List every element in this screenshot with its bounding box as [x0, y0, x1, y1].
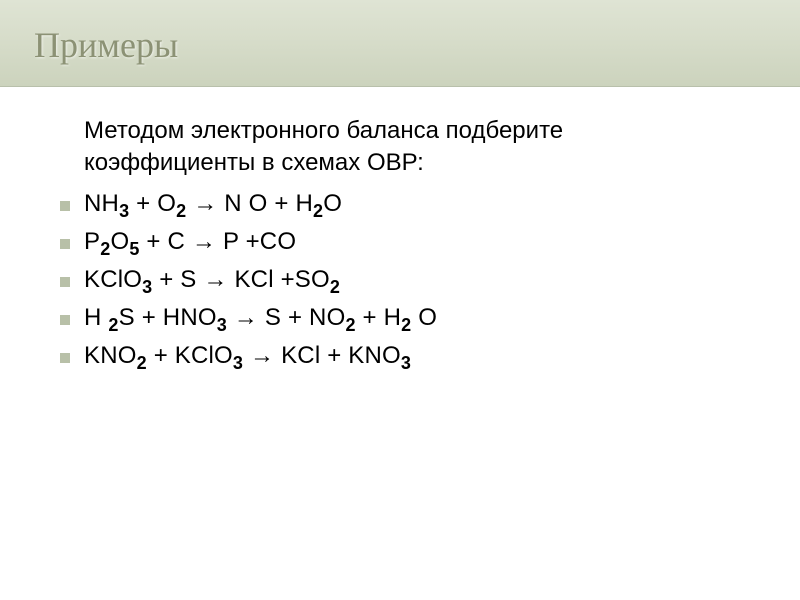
square-bullet-icon — [60, 277, 70, 287]
equation-item: KNO2 + KClO3 → KCl + KNO3 — [60, 342, 760, 374]
equation-text: KNO2 + KClO3 → KCl + KNO3 — [84, 342, 411, 374]
intro-text: Методом электронного баланса подберите к… — [60, 115, 760, 180]
square-bullet-icon — [60, 315, 70, 325]
equation-list: NH3 + O2 → N O + H2O P2O5 + C → P +CO KClO… — [60, 190, 760, 374]
intro-line-1: Методом электронного баланса подберите — [84, 117, 563, 144]
equation-item: H 2S + HNO3 → S + NO2 + H2 O — [60, 304, 760, 336]
square-bullet-icon — [60, 201, 70, 211]
square-bullet-icon — [60, 239, 70, 249]
slide-content: Методом электронного баланса подберите к… — [0, 87, 800, 400]
equation-item: P2O5 + C → P +CO — [60, 228, 760, 260]
equation-text: P2O5 + C → P +CO — [84, 228, 296, 260]
equation-text: KClO3 + S → KCl +SO2 — [84, 266, 340, 298]
slide-title: Примеры — [34, 24, 766, 66]
square-bullet-icon — [60, 353, 70, 363]
equation-text: NH3 + O2 → N O + H2O — [84, 190, 342, 222]
equation-item: KClO3 + S → KCl +SO2 — [60, 266, 760, 298]
equation-item: NH3 + O2 → N O + H2O — [60, 190, 760, 222]
intro-line-2: коэффициенты в схемах ОВР: — [84, 149, 424, 176]
equation-text: H 2S + HNO3 → S + NO2 + H2 O — [84, 304, 437, 336]
title-band: Примеры — [0, 0, 800, 87]
